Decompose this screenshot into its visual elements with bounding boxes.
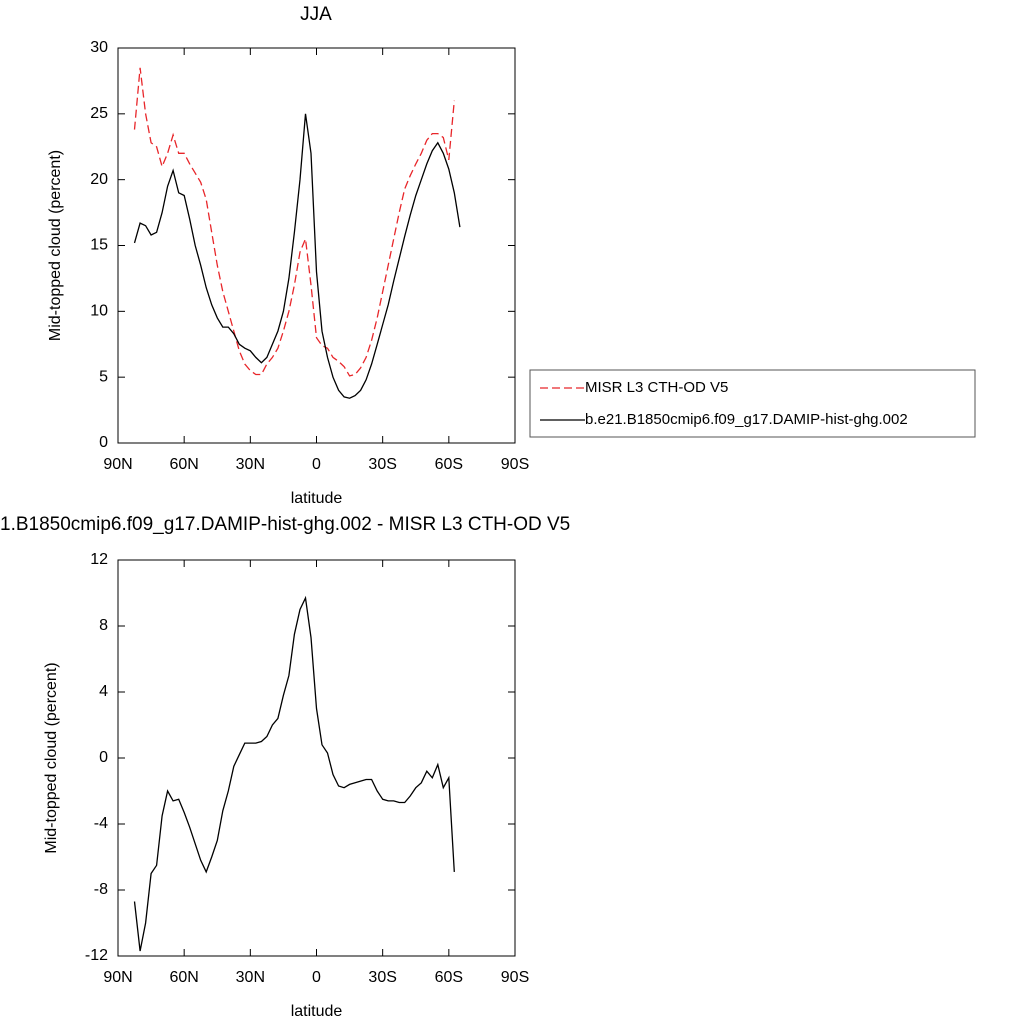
y-tick-label: 20 (90, 171, 108, 188)
x-tick-label: 90S (501, 969, 529, 986)
y-tick-label: 0 (99, 434, 108, 451)
x-tick-label: 90S (501, 456, 529, 473)
y-tick-label: 30 (90, 39, 108, 56)
x-tick-label: 30N (236, 969, 265, 986)
data-line (133, 113, 461, 399)
y-tick-label: 5 (99, 368, 108, 385)
y-tick-label: -4 (94, 815, 108, 832)
x-tick-label: 30N (236, 456, 265, 473)
y-tick-label: 10 (90, 303, 108, 320)
y-axis-label: Mid-topped cloud (percent) (47, 150, 64, 341)
y-tick-label: 4 (99, 683, 108, 700)
y-tick-label: -8 (94, 881, 108, 898)
y-tick-label: 25 (90, 105, 108, 122)
data-line (133, 67, 455, 377)
plot-frame (117, 559, 516, 957)
legend-box (529, 369, 976, 438)
legend-label: b.e21.B1850cmip6.f09_g17.DAMIP-hist-ghg.… (585, 411, 908, 428)
x-tick-label: 90N (103, 456, 132, 473)
x-tick-label: 30S (368, 456, 396, 473)
y-tick-label: 15 (90, 237, 108, 254)
x-tick-label: 30S (368, 969, 396, 986)
y-tick-label: 8 (99, 617, 108, 634)
plot-frame (117, 47, 516, 444)
y-tick-label: -12 (85, 947, 108, 964)
x-tick-label: 0 (312, 969, 321, 986)
x-axis-label: latitude (291, 490, 343, 507)
x-tick-label: 60S (435, 456, 463, 473)
y-tick-label: 0 (99, 749, 108, 766)
x-tick-label: 60S (435, 969, 463, 986)
x-tick-label: 0 (312, 456, 321, 473)
x-tick-label: 60N (169, 969, 198, 986)
data-line (133, 595, 455, 952)
chart-title: 1.B1850cmip6.f09_g17.DAMIP-hist-ghg.002 … (0, 514, 570, 535)
y-tick-label: 12 (90, 551, 108, 568)
x-axis-label: latitude (291, 1003, 343, 1020)
x-tick-label: 60N (169, 456, 198, 473)
chart-title: JJA (300, 4, 332, 25)
legend-label: MISR L3 CTH-OD V5 (585, 379, 728, 396)
y-axis-label: Mid-topped cloud (percent) (43, 662, 60, 853)
x-tick-label: 90N (103, 969, 132, 986)
